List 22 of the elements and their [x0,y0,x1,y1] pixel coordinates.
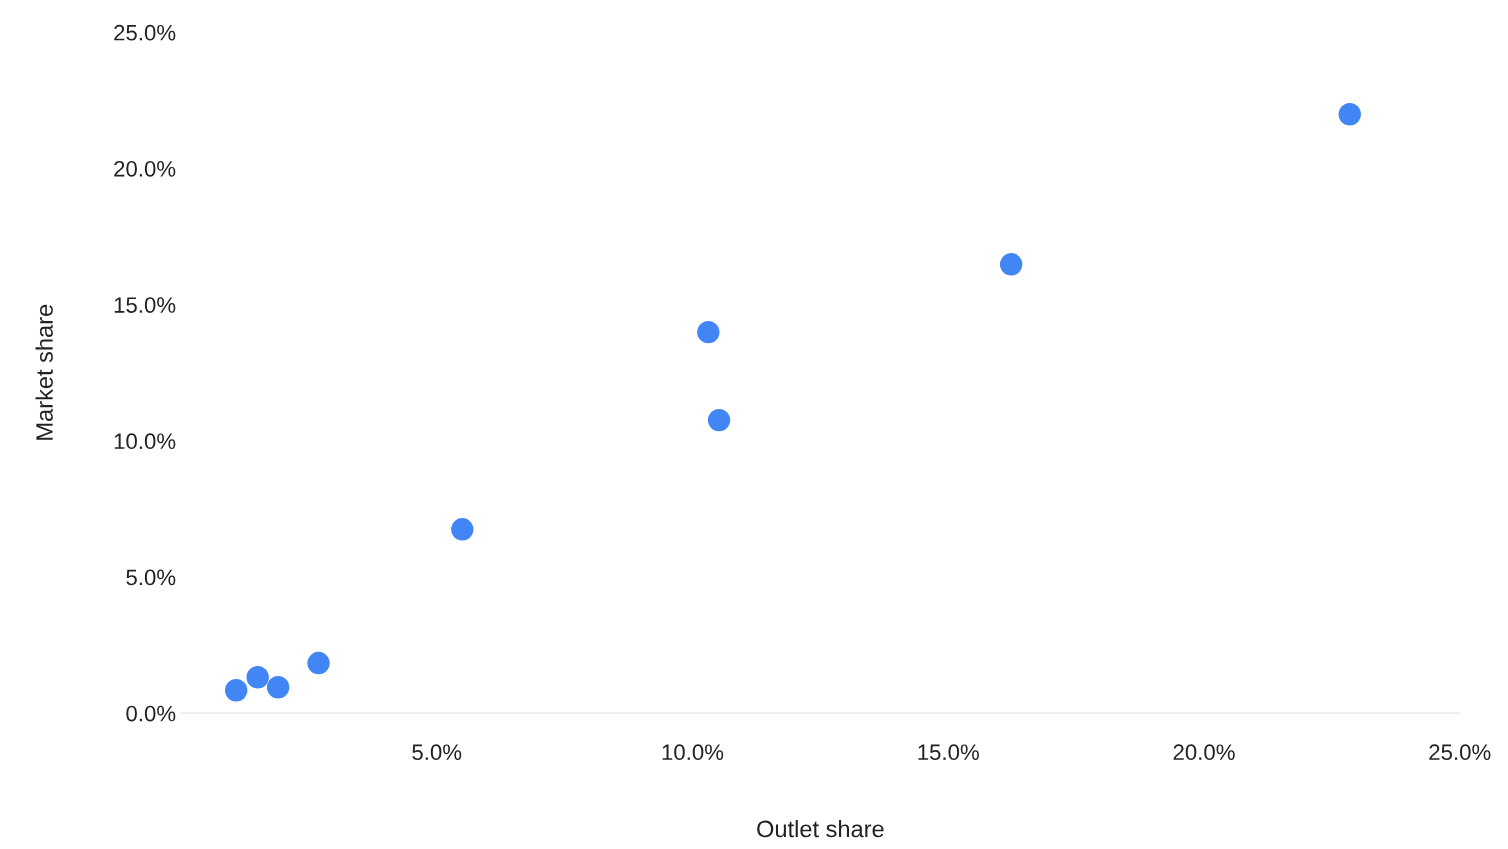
y-tick-label: 25.0% [114,24,176,41]
y-axis-title: Market share [35,304,53,440]
y-tick-label: 5.0% [126,569,176,586]
x-tick-label: 15.0% [918,744,979,761]
point [707,408,731,432]
point [246,666,269,689]
point [225,679,248,702]
x-axis-title: Outlet share [757,819,884,838]
y-tick-label: 10.0% [114,433,176,450]
y-tick-label: 15.0% [114,297,176,313]
y-tick-label: 20.0% [114,160,176,177]
x-tick-label: 20.0% [1173,744,1235,761]
y-tick-label: 0.0% [126,705,176,722]
point [307,651,330,675]
point [451,518,474,541]
point [697,320,720,344]
point [266,676,290,699]
point [1338,103,1361,126]
x-tick-label: 5.0% [412,744,462,761]
point [999,253,1023,276]
x-tick-label: 10.0% [662,744,724,761]
x-tick-label: 25.0% [1429,744,1491,761]
